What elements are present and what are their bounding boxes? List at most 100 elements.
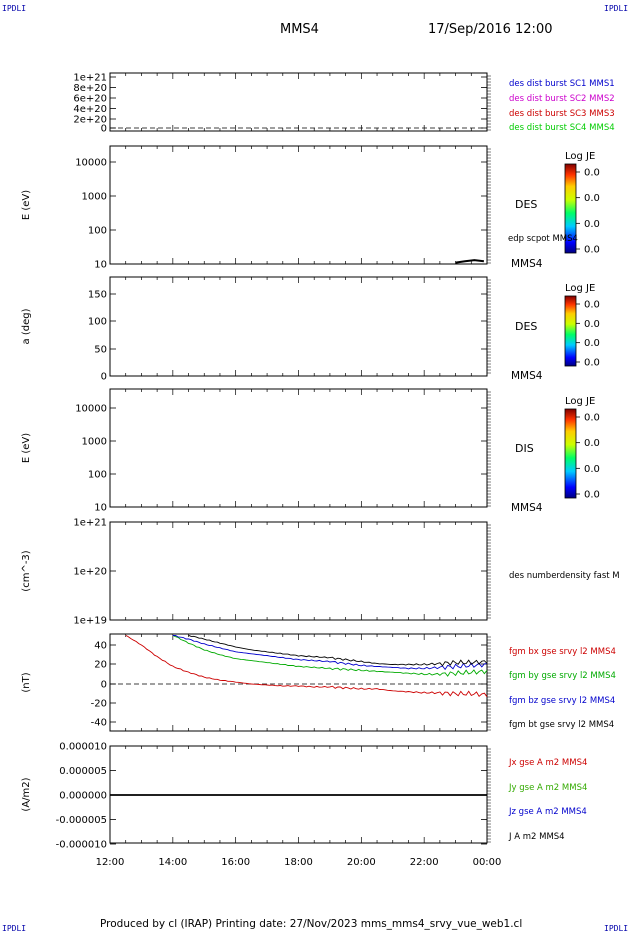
panel-p2 — [109, 145, 580, 265]
y-tick-label: 1000 — [82, 437, 107, 448]
panel-frame — [109, 145, 488, 265]
colorbar-tick-label: 0.0 — [584, 168, 600, 179]
y-axis-label: E (eV) — [21, 433, 32, 463]
corner-label-bottom-right: IPDLI — [604, 924, 629, 933]
y-tick-label: 100 — [88, 470, 107, 481]
y-tick-label: 1e+19 — [73, 616, 107, 627]
legend-entry: fgm bt gse srvy l2 MMS4 — [509, 720, 614, 730]
y-tick-label: 40 — [94, 641, 107, 652]
time-axis-label: 00:00 — [473, 857, 502, 868]
panel-p6 — [109, 633, 491, 732]
time-axis-label: 18:00 — [284, 857, 313, 868]
instrument-label: DIS — [515, 442, 534, 455]
colorbar — [564, 163, 577, 254]
panel-p5 — [109, 521, 491, 621]
instrument-label: DES — [515, 198, 537, 211]
y-tick-label: -40 — [91, 718, 107, 729]
legend-entry: des dist burst SC3 MMS3 — [509, 109, 615, 119]
y-tick-label: 1e+21 — [73, 73, 107, 84]
panel-frame — [109, 72, 488, 132]
colorbar-tick-label: 0.0 — [584, 219, 600, 230]
y-tick-label: 50 — [94, 345, 107, 356]
y-tick-label: 0.000010 — [59, 742, 107, 753]
y-tick-label: 10 — [94, 260, 107, 271]
corner-label-top-right: IPDLI — [604, 4, 629, 13]
time-axis-label: 20:00 — [347, 857, 376, 868]
b-series-line — [172, 634, 488, 671]
legend-entry: des dist burst SC2 MMS2 — [509, 94, 615, 104]
spacecraft-label: MMS4 — [511, 370, 543, 382]
colorbar-tick-label: 0.0 — [584, 319, 600, 330]
panel-p1 — [109, 72, 491, 132]
footer-text: Produced by cl (IRAP) Printing date: 27/… — [100, 918, 523, 930]
y-tick-label: 20 — [94, 660, 107, 671]
colorbar-tick-label: 0.0 — [584, 490, 600, 501]
colorbar-tick-label: 0.0 — [584, 464, 600, 475]
y-tick-label: 2e+20 — [73, 115, 107, 126]
legend-entry: fgm bx gse srvy l2 MMS4 — [509, 647, 616, 657]
colorbar-tick-label: 0.0 — [584, 338, 600, 349]
y-tick-label: 4e+20 — [73, 104, 107, 115]
y-tick-label: 1e+20 — [73, 567, 107, 578]
colorbar-title: Log JE — [565, 151, 595, 162]
time-axis-label: 14:00 — [158, 857, 187, 868]
legend-entry: Jx gse A m2 MMS4 — [508, 758, 587, 768]
colorbar — [564, 408, 577, 499]
time-axis-label: 16:00 — [221, 857, 250, 868]
colorbar-tick-label: 0.0 — [584, 358, 600, 369]
y-tick-label: 10000 — [75, 158, 107, 169]
y-tick-label: 100 — [88, 226, 107, 237]
y-tick-label: -20 — [91, 699, 107, 710]
y-axis-label: (A/m2) — [21, 777, 32, 811]
panel-frame — [109, 633, 488, 732]
y-tick-label: 1e+21 — [73, 518, 107, 529]
y-tick-label: 100 — [88, 317, 107, 328]
legend-entry: J A m2 MMS4 — [508, 832, 565, 842]
spacecraft-label: MMS4 — [511, 502, 543, 514]
y-tick-label: 8e+20 — [73, 83, 107, 94]
y-tick-label: 10 — [94, 503, 107, 514]
y-tick-label: 150 — [88, 290, 107, 301]
colorbar — [564, 295, 577, 367]
panel-p4 — [109, 388, 580, 508]
legend-entry: des dist burst SC4 MMS4 — [509, 123, 615, 133]
y-tick-label: 0.000000 — [59, 791, 107, 802]
corner-label-bottom-left: IPDLI — [2, 924, 27, 933]
panel-p3 — [109, 276, 580, 377]
y-axis-label: (cm^-3) — [21, 550, 32, 591]
instrument-label: DES — [515, 320, 537, 333]
y-tick-label: 0.000005 — [59, 766, 107, 777]
y-tick-label: -0.000010 — [56, 840, 107, 851]
colorbar-tick-label: 0.0 — [584, 438, 600, 449]
y-axis-label: a (deg) — [21, 308, 32, 344]
y-axis-label: (nT) — [21, 672, 32, 692]
legend-entry: des numberdensity fast M — [509, 571, 620, 581]
panel-frame — [109, 521, 488, 621]
spacecraft-label: MMS4 — [511, 258, 543, 270]
time-axis-label: 22:00 — [410, 857, 439, 868]
colorbar-tick-label: 0.0 — [584, 245, 600, 256]
b-series-line — [125, 634, 488, 698]
y-tick-label: -0.000005 — [56, 815, 107, 826]
colorbar-tick-label: 0.0 — [584, 300, 600, 311]
y-axis-label: E (eV) — [21, 190, 32, 220]
overlay-label: edp scpot MMS4 — [508, 234, 578, 244]
b-series-line — [172, 635, 488, 677]
b-series-line — [188, 634, 488, 667]
y-tick-label: 0 — [101, 372, 107, 383]
colorbar-title: Log JE — [565, 396, 595, 407]
y-tick-label: 1000 — [82, 192, 107, 203]
y-tick-label: 6e+20 — [73, 94, 107, 105]
y-tick-label: 0 — [101, 680, 107, 691]
spacecraft-title: MMS4 — [280, 22, 319, 37]
datetime-title: 17/Sep/2016 12:00 — [428, 22, 553, 37]
panel-frame — [109, 276, 488, 377]
legend-entry: des dist burst SC1 MMS1 — [509, 79, 615, 89]
y-tick-label: 10000 — [75, 404, 107, 415]
colorbar-tick-label: 0.0 — [584, 193, 600, 204]
legend-entry: fgm bz gse srvy l2 MMS4 — [509, 696, 615, 706]
corner-label-top-left: IPDLI — [2, 4, 27, 13]
y-tick-label: 0 — [101, 124, 107, 135]
